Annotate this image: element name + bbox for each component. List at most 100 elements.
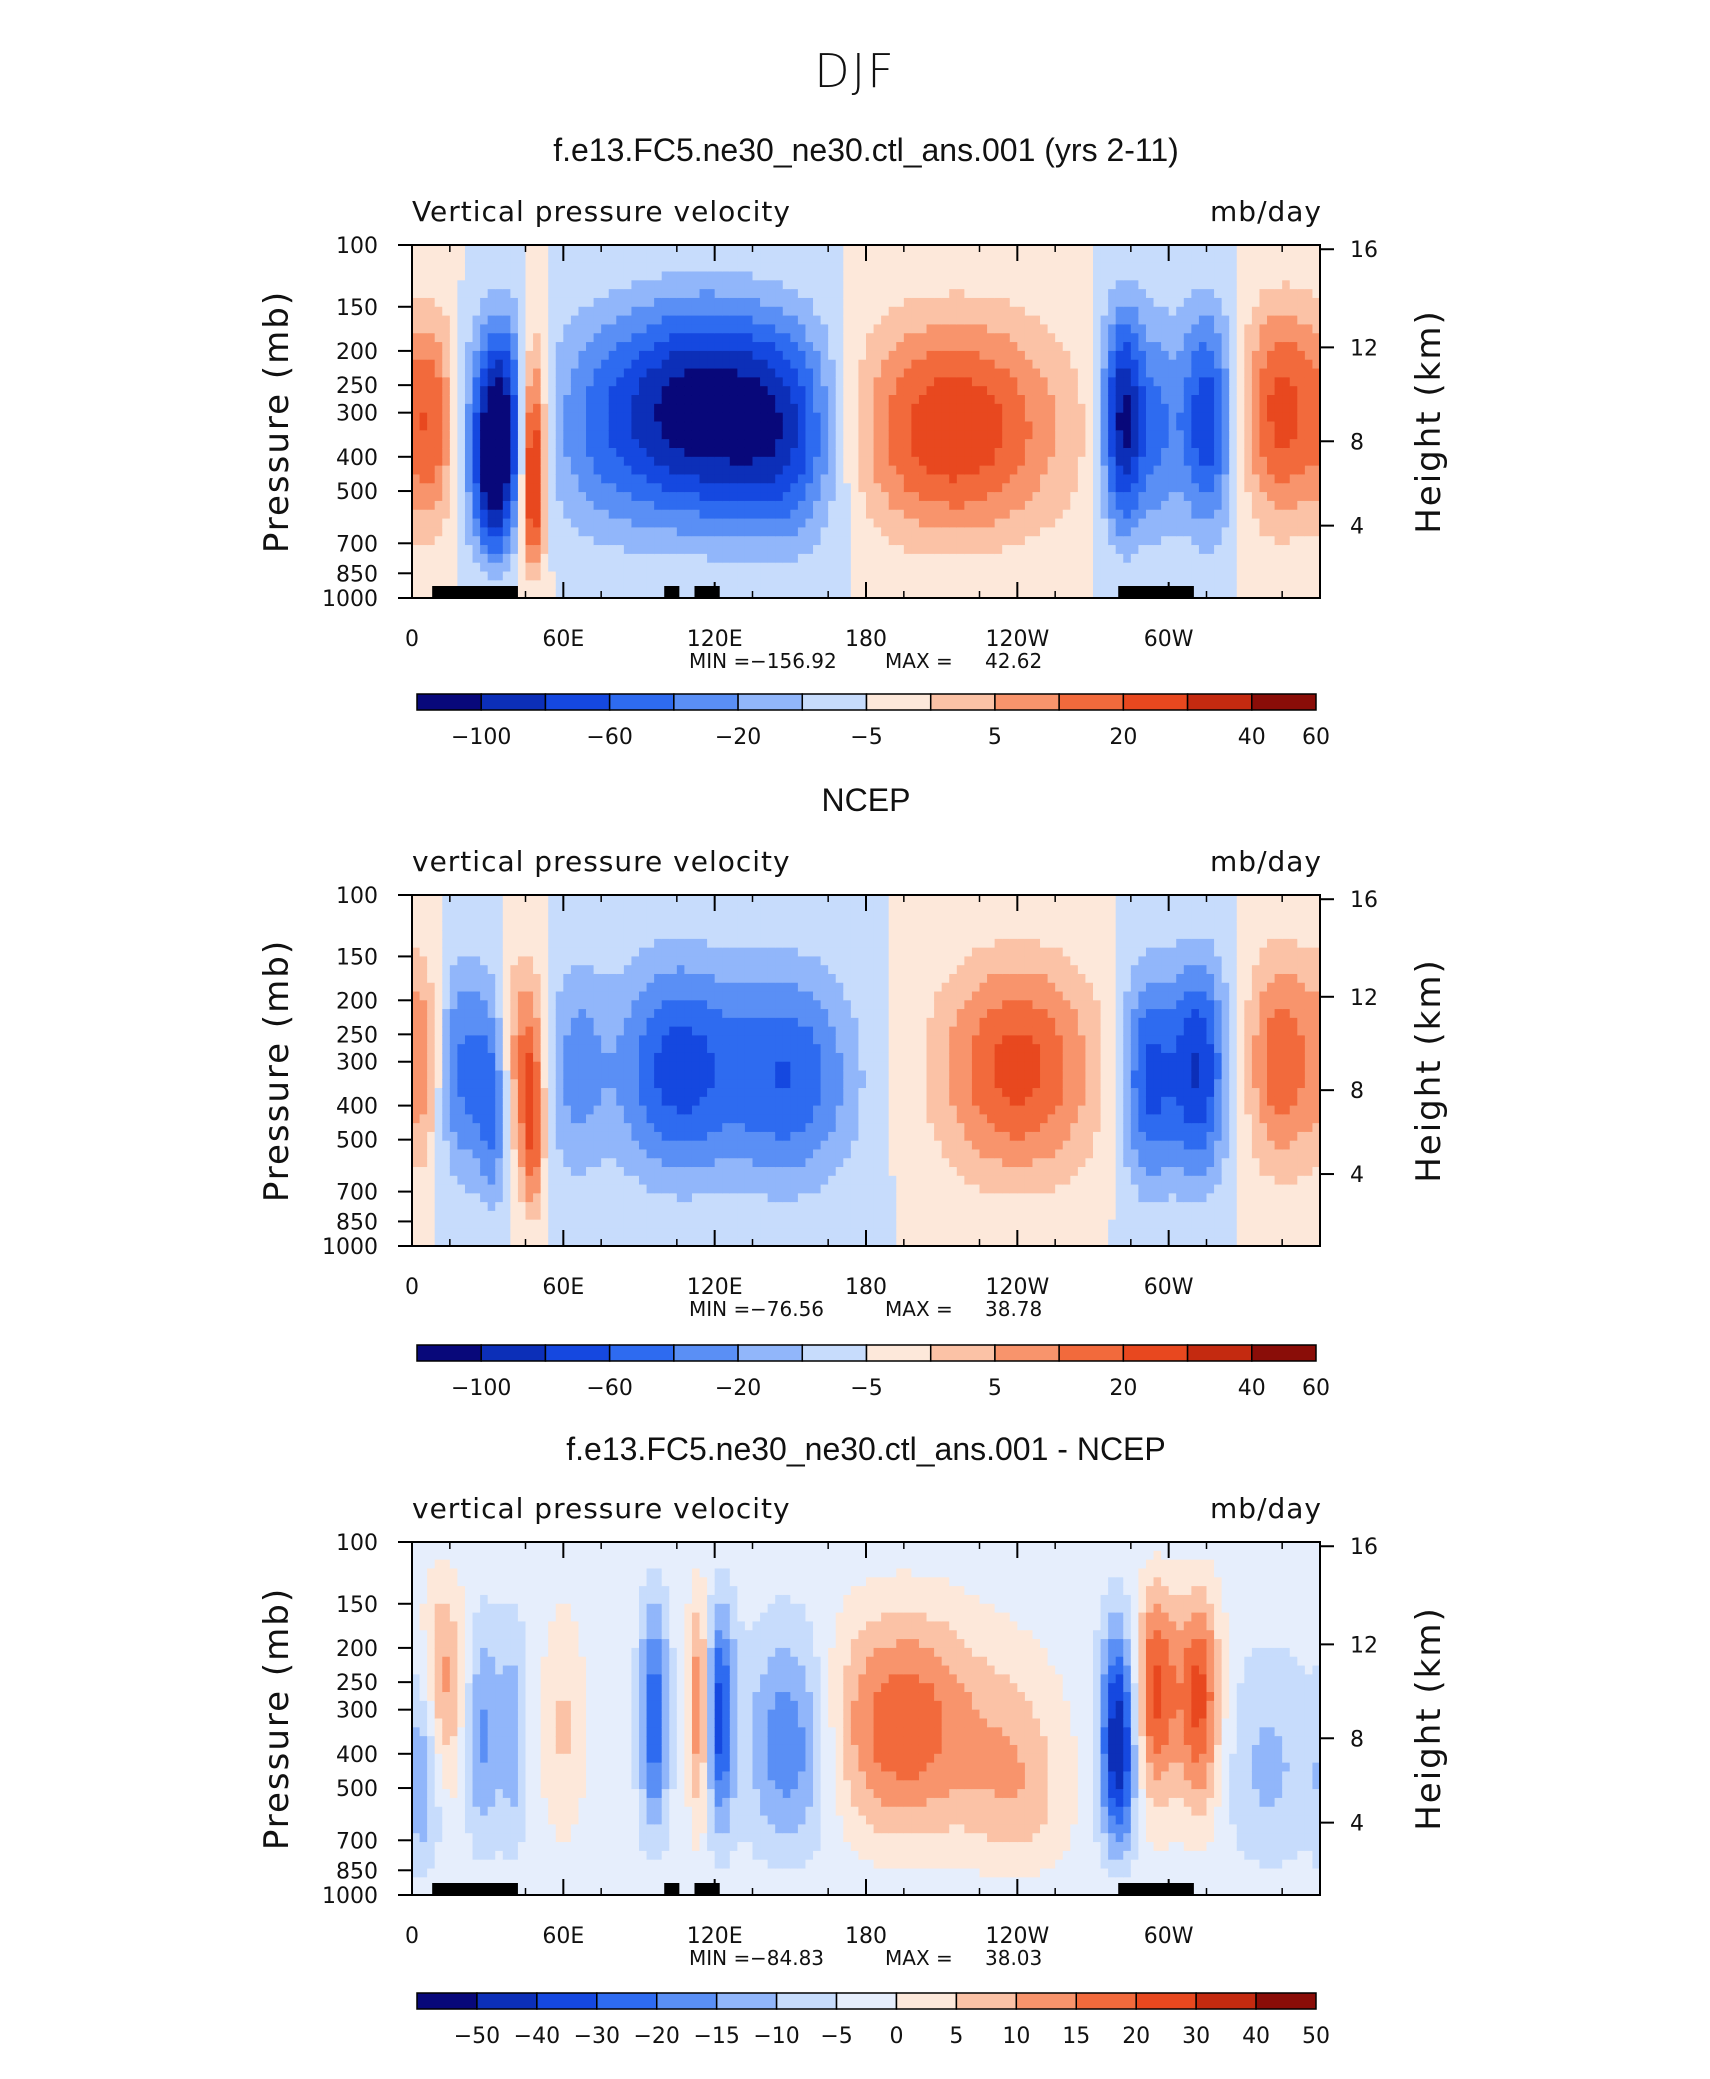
field-cell	[1070, 580, 1078, 589]
field-cell	[669, 298, 677, 307]
field-cell	[881, 395, 889, 404]
field-cell	[1229, 448, 1237, 457]
field-cell	[616, 563, 624, 572]
field-cell	[715, 298, 723, 307]
field-cell	[737, 289, 745, 298]
field-cell	[647, 271, 655, 280]
field-cell	[949, 448, 957, 457]
field-cell	[1040, 422, 1048, 431]
field-cell	[526, 289, 534, 298]
field-cell	[1297, 448, 1305, 457]
field-cell	[427, 395, 435, 404]
field-cell	[753, 333, 761, 342]
field-cell	[1290, 519, 1298, 528]
field-cell	[1146, 369, 1154, 378]
field-cell	[1176, 572, 1184, 581]
field-cell	[707, 289, 715, 298]
field-cell	[571, 245, 579, 254]
field-cell	[1237, 563, 1245, 572]
field-cell	[677, 342, 685, 351]
field-cell	[836, 377, 844, 386]
field-cell	[851, 572, 859, 581]
field-cell	[957, 448, 965, 457]
field-cell	[488, 307, 496, 316]
field-cell	[669, 545, 677, 554]
field-cell	[1161, 351, 1169, 360]
field-cell	[586, 360, 594, 369]
field-cell	[722, 545, 730, 554]
field-cell	[556, 422, 564, 431]
field-cell	[858, 280, 866, 289]
field-cell	[851, 289, 859, 298]
field-cell	[753, 483, 761, 492]
field-cell	[616, 395, 624, 404]
field-cell	[586, 369, 594, 378]
field-cell	[851, 333, 859, 342]
field-cell	[957, 307, 965, 316]
field-cell	[904, 298, 912, 307]
field-cell	[949, 474, 957, 483]
field-cell	[1169, 554, 1177, 563]
field-cell	[594, 333, 602, 342]
field-cell	[616, 572, 624, 581]
field-cell	[450, 466, 458, 475]
field-cell	[745, 466, 753, 475]
field-cell	[473, 501, 481, 510]
field-cell	[919, 527, 927, 536]
field-cell	[473, 342, 481, 351]
field-cell	[1282, 527, 1290, 536]
field-cell	[420, 1079, 428, 1088]
field-cell	[1222, 263, 1230, 272]
field-cell	[647, 413, 655, 422]
field-cell	[896, 386, 904, 395]
field-cell	[533, 254, 541, 263]
field-cell	[1017, 536, 1025, 545]
field-cell	[1237, 413, 1245, 422]
field-cell	[654, 439, 662, 448]
field-cell	[427, 519, 435, 528]
field-cell	[412, 554, 420, 563]
field-cell	[904, 280, 912, 289]
field-cell	[783, 474, 791, 483]
field-cell	[1282, 263, 1290, 272]
field-cell	[1259, 519, 1267, 528]
field-cell	[707, 448, 715, 457]
field-cell	[964, 298, 972, 307]
field-cell	[972, 519, 980, 528]
field-cell	[1297, 386, 1305, 395]
field-cell	[964, 324, 972, 333]
field-cell	[1267, 271, 1275, 280]
field-cell	[1131, 536, 1139, 545]
field-cell	[1131, 439, 1139, 448]
field-cell	[442, 413, 450, 422]
field-cell	[1214, 501, 1222, 510]
field-cell	[1108, 492, 1116, 501]
field-cell	[1267, 377, 1275, 386]
field-cell	[1169, 263, 1177, 272]
field-cell	[609, 439, 617, 448]
field-cell	[813, 263, 821, 272]
field-cell	[442, 324, 450, 333]
field-cell	[707, 271, 715, 280]
field-cell	[609, 580, 617, 589]
field-cell	[949, 316, 957, 325]
field-cell	[934, 386, 942, 395]
field-cell	[957, 466, 965, 475]
field-cell	[1070, 527, 1078, 536]
field-cell	[1123, 351, 1131, 360]
field-cell	[616, 510, 624, 519]
field-cell	[412, 956, 420, 965]
field-cell	[563, 457, 571, 466]
field-cell	[783, 342, 791, 351]
field-cell	[919, 580, 927, 589]
field-cell	[889, 554, 897, 563]
field-cell	[541, 430, 549, 439]
field-cell	[624, 271, 632, 280]
field-cell	[904, 536, 912, 545]
field-cell	[783, 316, 791, 325]
field-cell	[548, 474, 556, 483]
field-cell	[1282, 519, 1290, 528]
field-cell	[1101, 245, 1109, 254]
field-cell	[1305, 307, 1313, 316]
field-cell	[1101, 554, 1109, 563]
